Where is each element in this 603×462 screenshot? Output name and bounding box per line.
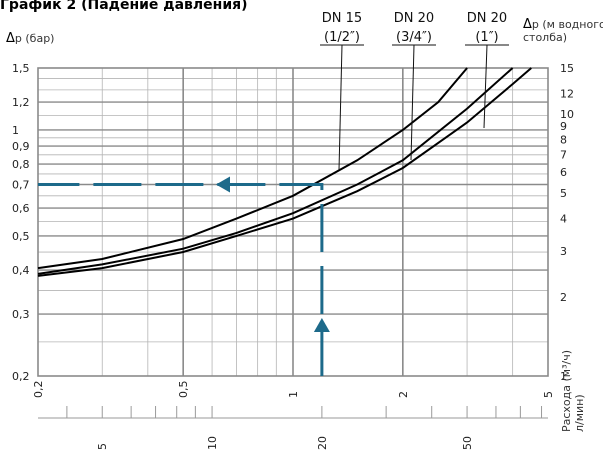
- series-header-name: DN 20: [467, 11, 507, 26]
- grid: [38, 68, 548, 376]
- right-axis-unit: Δp (м водного: [523, 17, 603, 32]
- left-axis-unit: Δp (бар): [6, 31, 54, 46]
- left-tick-label: 0,8: [12, 158, 30, 171]
- x-tick-label: 5: [542, 391, 555, 398]
- bottom-scale-ticks: 5 10 20 50: [38, 406, 548, 450]
- left-tick-label: 0,3: [12, 308, 30, 321]
- series-header-name: DN 15: [322, 11, 362, 26]
- left-tick-label: 0,6: [12, 202, 30, 215]
- right-tick-label: 15: [560, 62, 574, 75]
- series-leader-line: [483, 44, 488, 129]
- series-leader-line: [410, 44, 415, 161]
- x-tick-label: 0,2: [32, 381, 45, 399]
- series-header-size: (3/4″): [396, 30, 432, 45]
- right-tick-label: 10: [560, 108, 574, 121]
- series-curve-3: [37, 67, 532, 277]
- left-tick-label: 0,5: [12, 230, 30, 243]
- flow-axis-label: Расхода (м³/ч): [560, 350, 573, 432]
- bottom-tick-label: 10: [206, 436, 219, 450]
- right-axis-delta: Δ: [523, 17, 532, 32]
- left-tick-label: 0,9: [12, 140, 30, 153]
- right-axis-label-line2: столба): [523, 31, 567, 44]
- right-tick-label: 1: [560, 370, 567, 383]
- left-axis-ticks: 0,2 0,3 0,4 0,5 0,6 0,7 0,8 0,9 1 1,2 1,5: [12, 62, 30, 383]
- right-tick-label: 8: [560, 133, 567, 146]
- left-tick-label: 1: [12, 124, 19, 137]
- right-tick-label: 5: [560, 187, 567, 200]
- x-axis-ticks: 0,2 0,5 1 2 5: [32, 381, 555, 399]
- series-header-size: (1″): [475, 30, 498, 45]
- plot-frame: [37, 67, 549, 377]
- chart-title: График 2 (Падение давления): [0, 0, 248, 13]
- right-tick-label: 12: [560, 87, 574, 100]
- right-axis-label-line1: p (м водного: [532, 18, 603, 31]
- x-tick-label: 2: [397, 391, 410, 398]
- left-tick-label: 1,2: [12, 96, 30, 109]
- left-tick-label: 0,7: [12, 179, 30, 192]
- bottom-tick-label: 50: [461, 436, 474, 450]
- left-tick-label: 0,4: [12, 264, 30, 277]
- series-headers: DN 15 (1/2″) DN 20 (3/4″) DN 20 (1″): [320, 11, 509, 171]
- right-tick-label: 6: [560, 166, 567, 179]
- left-axis-delta: Δ: [6, 31, 15, 46]
- flow-axis-label-bottom: л/мин): [573, 394, 586, 432]
- bottom-tick-label: 20: [316, 436, 329, 450]
- series-header-name: DN 20: [394, 11, 434, 26]
- x-tick-label: 1: [287, 391, 300, 398]
- left-axis-label: p (бар): [15, 32, 55, 45]
- right-tick-label: 2: [560, 291, 567, 304]
- series-curves: [37, 67, 532, 277]
- right-tick-label: 9: [560, 120, 567, 133]
- series-curve-1: [37, 67, 468, 270]
- series-leader-line: [338, 44, 343, 171]
- left-arrow-marker: [216, 176, 230, 193]
- series-curve-2: [37, 67, 514, 275]
- x-tick-label: 0,5: [177, 381, 190, 399]
- left-tick-label: 0,2: [12, 370, 30, 383]
- example-path: [38, 176, 330, 376]
- bottom-tick-label: 5: [96, 443, 109, 450]
- right-tick-label: 3: [560, 245, 567, 258]
- series-header-size: (1/2″): [324, 30, 360, 45]
- up-arrow-marker: [313, 318, 330, 332]
- plot-border: [37, 67, 549, 377]
- right-tick-label: 4: [560, 212, 567, 225]
- left-tick-label: 1,5: [12, 62, 30, 75]
- right-tick-label: 7: [560, 149, 567, 162]
- example-dashed-line: [38, 183, 324, 376]
